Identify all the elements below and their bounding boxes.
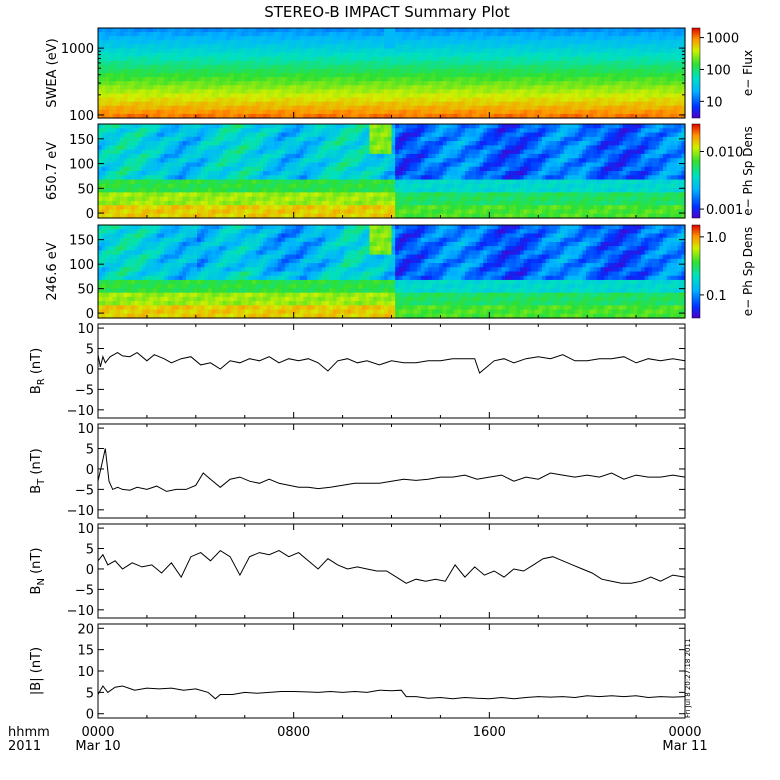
ylabel-main: B <box>29 485 44 494</box>
plot-title: STEREO-B IMPACT Summary Plot <box>264 3 510 21</box>
ylabel-main: B <box>29 385 44 394</box>
colorbar <box>691 224 701 319</box>
y-tick-label: −10 <box>67 604 94 619</box>
x-tick-label: 0000 <box>668 725 701 740</box>
colorbar-tick-label: 10 <box>706 95 723 110</box>
y-tick-label: −10 <box>67 404 94 419</box>
x-tick-label: 1600 <box>473 725 506 740</box>
x-tick-label: 0000 <box>81 725 114 740</box>
line-panel-BT: −10 −5 0 5 10 BT (nT) <box>29 422 686 519</box>
y-tick-label: 100 <box>69 258 94 273</box>
corner-label-year: 2011 <box>8 739 41 754</box>
colorbar-tick-label: 0.1 <box>706 289 727 304</box>
y-tick-label: 5 <box>86 443 94 458</box>
y-axis-label: |B| (nT) <box>29 647 44 695</box>
y-tick-label: 0 <box>86 363 94 378</box>
y-tick-label: 0 <box>86 708 94 723</box>
y-tick-label: 150 <box>69 234 94 249</box>
colorbar-label: e− Ph Sp Dens <box>741 227 755 316</box>
y-tick-label: 10 <box>77 522 94 537</box>
series-line-BN <box>97 549 686 584</box>
corner-label-hhmm: hhmm <box>8 725 50 740</box>
y-tick-label: 1000 <box>61 42 94 57</box>
y-tick-label: −5 <box>75 483 94 498</box>
line-panel-BR: −10 −5 0 5 10 BR (nT) <box>29 322 686 419</box>
colorbar-tick-label: 0.001 <box>706 203 743 218</box>
y-tick-label: 0 <box>86 463 94 478</box>
y-axis-label: 246.6 eV <box>45 242 60 300</box>
colorbar <box>691 123 701 219</box>
spectrogram-pad246: 0 50 100 150 246.6 eV 0.1 1.0 e− Ph Sp Dens <box>45 224 755 322</box>
y-tick-label: 150 <box>69 133 94 148</box>
y-tick-label: 50 <box>77 283 94 298</box>
ylabel-unit: (nT) <box>29 348 44 378</box>
y-tick-label: 0 <box>86 563 94 578</box>
y-tick-label: 10 <box>77 665 94 680</box>
y-axis-label: BN (nT) <box>29 548 47 595</box>
series-line-BT <box>97 448 686 492</box>
x-tick-sublabel: Mar 11 <box>662 739 707 754</box>
y-tick-label: 10 <box>77 422 94 437</box>
y-tick-label: −5 <box>75 583 94 598</box>
y-tick-label: 15 <box>77 644 94 659</box>
ylabel-sub: N <box>36 578 47 585</box>
panel-frame <box>97 423 686 519</box>
ylabel-main: B <box>29 586 44 595</box>
y-axis-label: BT (nT) <box>29 448 47 494</box>
line-panel-BN: −10 −5 0 5 10 BN (nT) <box>29 522 686 619</box>
y-tick-label: 5 <box>86 686 94 701</box>
colorbar-tick-label: 100 <box>706 63 731 78</box>
ylabel-unit: (nT) <box>29 647 44 677</box>
ylabel-main: |B| <box>29 677 44 695</box>
y-tick-label: 20 <box>77 622 94 637</box>
y-tick-label: 100 <box>69 158 94 173</box>
y-axis-label: BR (nT) <box>29 348 47 394</box>
y-tick-label: 0 <box>86 307 94 322</box>
panel-frame <box>97 623 686 719</box>
y-tick-label: 0 <box>86 207 94 222</box>
ylabel-sub: R <box>36 378 47 385</box>
x-tick-sublabel: Mar 10 <box>75 739 120 754</box>
y-axis-label: SWEA (eV) <box>45 38 60 107</box>
panel-frame <box>97 523 686 619</box>
ylabel-unit: (nT) <box>29 548 44 578</box>
colorbar-tick-label: 0.010 <box>706 145 743 160</box>
series-line-BR <box>97 351 686 374</box>
y-axis-label: 650.7 eV <box>45 142 60 200</box>
colorbar <box>691 27 701 119</box>
colorbar-tick-label: 1.0 <box>706 231 727 246</box>
y-tick-label: 10 <box>77 322 94 337</box>
y-tick-label: 100 <box>69 109 94 124</box>
ylabel-sub: T <box>36 478 47 486</box>
colorbar-label: e− Flux <box>741 50 755 96</box>
y-tick-label: 5 <box>86 343 94 358</box>
y-tick-label: −5 <box>75 383 94 398</box>
ylabel-unit: (nT) <box>29 448 44 478</box>
x-tick-label: 0800 <box>277 725 310 740</box>
colorbar-tick-label: 1000 <box>706 32 739 47</box>
y-tick-label: −10 <box>67 504 94 519</box>
colorbar-label: e− Ph Sp Dens <box>741 126 755 215</box>
line-panel-Bmag: 0 5 10 15 20 |B| (nT) <box>29 622 686 723</box>
series-line-Bmag <box>97 685 686 700</box>
panel-frame <box>97 323 686 419</box>
y-tick-label: 50 <box>77 182 94 197</box>
y-tick-label: 5 <box>86 543 94 558</box>
timestamp-label: Fri Jul 8 20:27:18 2011 <box>684 639 692 718</box>
